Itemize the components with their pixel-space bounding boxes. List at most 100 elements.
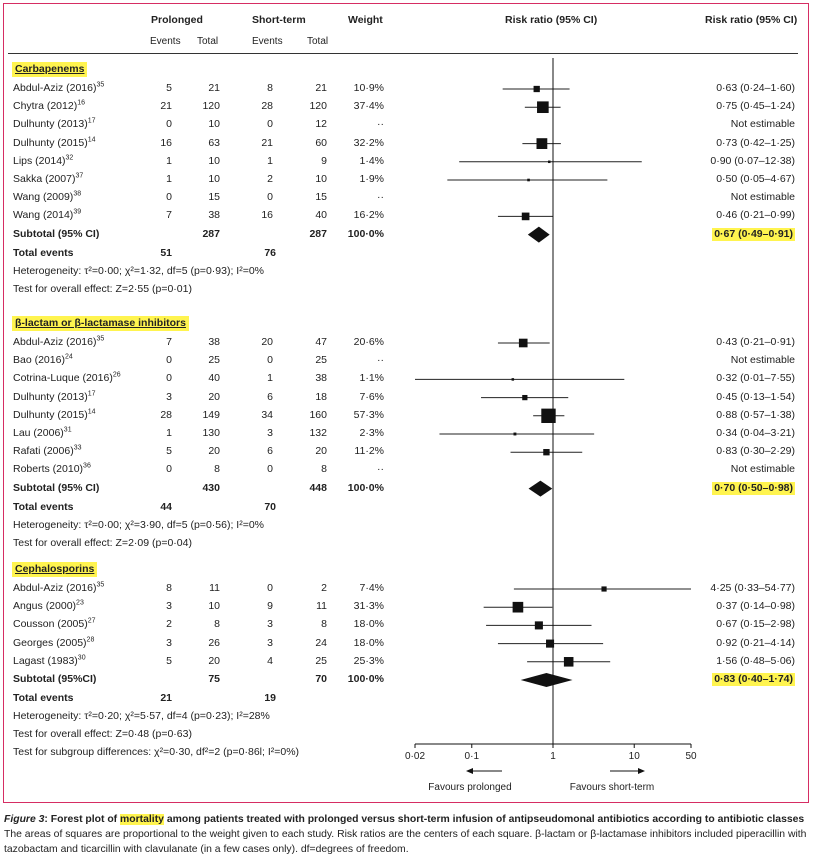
subtotal-prolonged-total: 287 bbox=[202, 227, 220, 240]
short-term-events: 20 bbox=[261, 336, 273, 348]
short-term-total: 160 bbox=[309, 408, 327, 421]
short-term-total: 60 bbox=[315, 136, 327, 149]
subtotal-diamond bbox=[527, 226, 550, 243]
study-name: Abdul-Aziz (2016)35 bbox=[13, 335, 105, 349]
study-weight: 1·9% bbox=[359, 173, 384, 185]
heterogeneity-note: Heterogeneity: τ²=0·00; χ²=1·32, df=5 (p… bbox=[13, 264, 265, 277]
x-tick-label: 0·1 bbox=[465, 751, 480, 762]
header-prolonged-total: Total bbox=[197, 36, 219, 47]
prolonged-total: 20 bbox=[208, 445, 220, 458]
subtotal-diamond bbox=[520, 673, 573, 687]
short-term-events: 6 bbox=[267, 445, 273, 458]
prolonged-events: 5 bbox=[166, 445, 172, 458]
prolonged-events: 5 bbox=[166, 654, 172, 667]
study-name: Roberts (2010)36 bbox=[13, 462, 91, 476]
total-events-prolonged: 44 bbox=[160, 500, 172, 513]
short-term-events: 8 bbox=[267, 82, 273, 94]
subtotal-label: Subtotal (95% CI) bbox=[13, 227, 100, 240]
study-name: Dulhunty (2015)14 bbox=[13, 136, 96, 149]
study-weight: 11·2% bbox=[354, 445, 384, 458]
subtotal-short-term-total: 70 bbox=[315, 673, 327, 685]
study-risk-ratio: Not estimable bbox=[730, 354, 795, 367]
total-events-short-term: 76 bbox=[264, 246, 276, 259]
study-risk-ratio: 0·32 (0·01–7·55) bbox=[716, 372, 795, 385]
prolonged-events: 0 bbox=[166, 463, 172, 476]
prolonged-total: 20 bbox=[208, 390, 220, 403]
prolonged-total: 40 bbox=[208, 372, 220, 385]
prolonged-total: 20 bbox=[208, 654, 220, 667]
prolonged-total: 10 bbox=[208, 173, 220, 185]
short-term-total: 20 bbox=[315, 445, 327, 458]
study-risk-ratio: 0·67 (0·15–2·98) bbox=[716, 618, 795, 631]
overall-effect-note: Test for overall effect: Z=2·09 (p=0·04) bbox=[13, 536, 192, 549]
study-name: Bao (2016)24 bbox=[13, 353, 73, 367]
header-risk-ratio-plot: Risk ratio (95% CI) bbox=[505, 14, 598, 26]
short-term-total: 8 bbox=[321, 463, 327, 476]
study-name: Rafati (2006)33 bbox=[13, 444, 82, 458]
prolonged-events: 28 bbox=[160, 408, 172, 421]
figure-frame bbox=[3, 3, 809, 803]
point-estimate-square bbox=[601, 586, 607, 592]
caption-title-post: among patients treated with prolonged ve… bbox=[163, 814, 805, 825]
point-estimate-square bbox=[513, 432, 517, 436]
study-weight: ·· bbox=[377, 354, 384, 367]
study-risk-ratio: 0·90 (0·07–12·38) bbox=[710, 154, 795, 167]
overall-effect-note: Test for overall effect: Z=2·55 (p=0·01) bbox=[13, 282, 192, 295]
short-term-events: 9 bbox=[267, 600, 273, 613]
study-weight: 20·6% bbox=[353, 336, 384, 348]
study-risk-ratio: 1·56 (0·48–5·06) bbox=[716, 654, 795, 667]
prolonged-total: 8 bbox=[214, 618, 220, 631]
subtotal-risk-ratio: 0·67 (0·49–0·91) bbox=[712, 227, 795, 241]
prolonged-total: 38 bbox=[208, 336, 220, 348]
total-events-prolonged: 21 bbox=[160, 692, 172, 704]
study-name: Lips (2014)32 bbox=[13, 154, 74, 167]
forest-plot: 0·02 0·1 1 10 50 Favours prolonged Favours sho… bbox=[405, 58, 697, 793]
point-estimate-square bbox=[527, 178, 530, 182]
prolonged-events: 3 bbox=[166, 636, 172, 649]
study-name: Chytra (2012)16 bbox=[13, 99, 85, 113]
short-term-total: 12 bbox=[315, 118, 327, 131]
total-events-label: Total events bbox=[13, 500, 74, 513]
point-estimate-square bbox=[546, 639, 555, 648]
total-events-short-term: 19 bbox=[264, 692, 276, 704]
short-term-events: 0 bbox=[267, 354, 273, 367]
caption-title-highlight: mortality bbox=[120, 814, 164, 825]
header-risk-ratio-text: Risk ratio (95% CI) bbox=[705, 14, 798, 26]
header-short-term: Short-term bbox=[252, 14, 306, 26]
prolonged-events: 7 bbox=[166, 336, 172, 348]
prolonged-total: 130 bbox=[202, 427, 220, 439]
prolonged-events: 0 bbox=[166, 354, 172, 367]
short-term-total: 18 bbox=[315, 390, 327, 403]
point-estimate-square bbox=[522, 394, 528, 401]
x-tick-label: 50 bbox=[685, 751, 697, 762]
prolonged-total: 63 bbox=[208, 136, 220, 149]
total-events-short-term: 70 bbox=[264, 500, 276, 513]
point-estimate-square bbox=[563, 657, 574, 667]
point-estimate-square bbox=[511, 378, 515, 381]
heterogeneity-note: Heterogeneity: τ²=0·00; χ²=3·90, df=5 (p… bbox=[13, 518, 265, 531]
prolonged-total: 10 bbox=[208, 600, 220, 613]
header-rule bbox=[8, 53, 798, 54]
prolonged-events: 5 bbox=[166, 82, 172, 94]
study-risk-ratio: Not estimable bbox=[730, 463, 795, 476]
study-risk-ratio: 0·63 (0·24–1·60) bbox=[716, 82, 795, 94]
short-term-events: 0 bbox=[267, 582, 273, 594]
short-term-total: 120 bbox=[309, 100, 327, 113]
short-term-total: 8 bbox=[321, 618, 327, 631]
short-term-total: 21 bbox=[315, 82, 327, 94]
subtotal-weight: 100·0% bbox=[347, 227, 384, 240]
subtotal-label: Subtotal (95%CI) bbox=[13, 673, 97, 685]
overall-effect-note: Test for overall effect: Z=0·48 (p=0·63) bbox=[13, 728, 192, 740]
short-term-total: 132 bbox=[309, 427, 327, 439]
point-estimate-square bbox=[541, 408, 556, 423]
prolonged-events: 8 bbox=[166, 582, 172, 594]
section-title: β-lactam or β-lactamase inhibitors bbox=[12, 316, 189, 331]
short-term-events: 3 bbox=[267, 636, 273, 649]
subtotal-diamond bbox=[528, 480, 553, 497]
prolonged-events: 3 bbox=[166, 600, 172, 613]
study-weight: 25·3% bbox=[353, 654, 384, 667]
study-risk-ratio: 0·75 (0·45–1·24) bbox=[716, 100, 795, 113]
subtotal-short-term-total: 448 bbox=[309, 481, 327, 494]
heterogeneity-note: Heterogeneity: τ²=0·20; χ²=5·57, df=4 (p… bbox=[13, 710, 270, 722]
study-name: Angus (2000)23 bbox=[13, 599, 84, 613]
